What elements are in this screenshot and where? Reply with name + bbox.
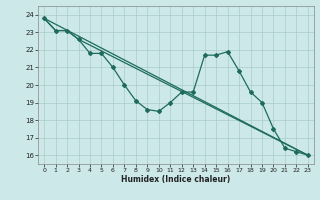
X-axis label: Humidex (Indice chaleur): Humidex (Indice chaleur) <box>121 175 231 184</box>
